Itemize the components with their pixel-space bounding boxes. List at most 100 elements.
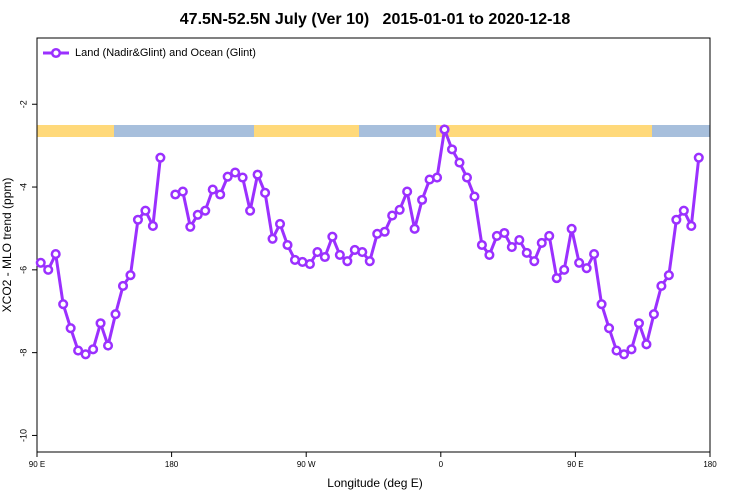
data-point bbox=[611, 345, 622, 356]
data-point bbox=[648, 309, 659, 320]
data-point bbox=[342, 256, 353, 267]
data-point bbox=[200, 205, 211, 216]
data-point bbox=[626, 344, 637, 355]
x-tick-label: 90 W bbox=[297, 460, 316, 469]
data-point bbox=[379, 226, 390, 237]
data-point bbox=[432, 172, 443, 183]
y-tick-label: -8 bbox=[18, 349, 28, 357]
data-point bbox=[499, 227, 510, 239]
data-point bbox=[439, 124, 450, 135]
data-point bbox=[364, 256, 375, 267]
data-point bbox=[596, 299, 607, 310]
data-point bbox=[454, 157, 465, 168]
data-point bbox=[177, 186, 188, 197]
x-tick-label: 180 bbox=[703, 460, 717, 469]
y-tick-label: -10 bbox=[18, 429, 28, 442]
data-point bbox=[514, 234, 525, 246]
data-point bbox=[641, 339, 652, 350]
x-tick-label: 90 E bbox=[567, 460, 583, 469]
data-point bbox=[656, 280, 667, 292]
data-point bbox=[566, 223, 577, 234]
data-point bbox=[50, 249, 61, 260]
data-point bbox=[65, 323, 76, 334]
data-point bbox=[387, 210, 398, 221]
legend-label: Land (Nadir&Glint) and Ocean (Glint) bbox=[75, 47, 256, 59]
y-axis-label: XCO2 - MLO trend (ppm) bbox=[0, 178, 14, 313]
land-strip bbox=[37, 125, 114, 137]
data-point bbox=[559, 264, 570, 275]
data-point bbox=[110, 309, 121, 320]
y-tick-label: -2 bbox=[18, 100, 28, 108]
data-point bbox=[102, 340, 114, 351]
data-point bbox=[551, 273, 562, 284]
land-ocean-band bbox=[37, 125, 710, 137]
data-point bbox=[686, 220, 697, 232]
ocean-strip bbox=[359, 125, 436, 137]
x-tick-label: 90 E bbox=[29, 460, 45, 469]
data-point bbox=[245, 205, 256, 216]
data-point bbox=[536, 237, 547, 248]
data-point bbox=[35, 257, 46, 268]
data-point bbox=[237, 172, 248, 183]
data-point bbox=[678, 205, 689, 216]
data-point bbox=[125, 270, 136, 281]
data-point bbox=[252, 169, 263, 180]
data-point bbox=[476, 239, 487, 251]
data-point bbox=[618, 349, 630, 360]
data-point bbox=[312, 246, 323, 258]
land-strip bbox=[254, 125, 359, 137]
data-point bbox=[544, 230, 555, 241]
ocean-strip bbox=[652, 125, 710, 137]
data-point bbox=[58, 299, 69, 310]
data-point bbox=[260, 187, 271, 198]
data-point bbox=[95, 318, 106, 329]
data-point bbox=[132, 214, 143, 225]
ocean-strip bbox=[114, 125, 254, 137]
data-point bbox=[117, 280, 129, 292]
data-point bbox=[274, 218, 286, 229]
data-point bbox=[589, 249, 600, 260]
x-axis-label: Longitude (deg E) bbox=[327, 476, 422, 490]
data-point bbox=[484, 249, 495, 260]
data-point bbox=[461, 172, 473, 183]
data-point bbox=[282, 239, 293, 251]
x-tick-label: 0 bbox=[439, 460, 444, 469]
data-point bbox=[529, 256, 540, 267]
data-point bbox=[147, 220, 158, 232]
data-point bbox=[633, 318, 645, 329]
data-point bbox=[185, 221, 196, 232]
data-point bbox=[417, 194, 428, 205]
data-point bbox=[230, 167, 241, 178]
data-point bbox=[155, 152, 166, 163]
data-point bbox=[671, 214, 682, 225]
data-point bbox=[80, 349, 91, 360]
legend-swatch-marker bbox=[50, 47, 62, 59]
data-point bbox=[73, 345, 84, 356]
data-point bbox=[506, 242, 517, 253]
data-point bbox=[334, 249, 345, 260]
data-point bbox=[327, 231, 338, 242]
data-point bbox=[409, 223, 420, 234]
data-point bbox=[222, 171, 233, 182]
data-point bbox=[604, 323, 615, 334]
data-point bbox=[140, 205, 151, 216]
plot-frame bbox=[36, 37, 711, 453]
data-point bbox=[304, 258, 315, 270]
y-tick-label: -6 bbox=[18, 266, 28, 274]
series-line bbox=[39, 123, 701, 357]
land-strip bbox=[436, 125, 652, 137]
data-point bbox=[394, 204, 405, 215]
data-point bbox=[215, 189, 226, 200]
data-point bbox=[43, 264, 54, 275]
data-point bbox=[267, 233, 278, 244]
data-point bbox=[469, 191, 480, 202]
x-tick-label: 180 bbox=[165, 460, 179, 469]
data-point bbox=[574, 257, 585, 268]
data-point bbox=[581, 263, 592, 274]
data-point bbox=[88, 344, 99, 355]
chart-title: 47.5N-52.5N July (Ver 10) 2015-01-01 to … bbox=[180, 11, 571, 28]
data-point bbox=[521, 247, 532, 258]
data-point bbox=[402, 186, 413, 197]
data-point bbox=[207, 184, 218, 195]
